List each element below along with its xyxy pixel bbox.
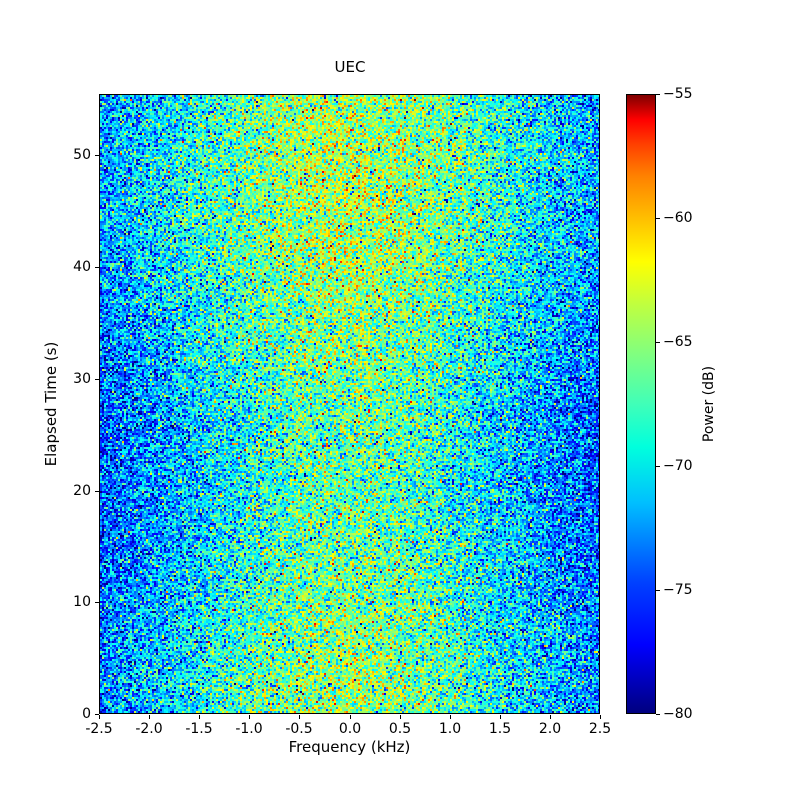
y-axis-tick-mark <box>95 714 99 715</box>
x-axis-tick-label: 0.0 <box>338 721 362 737</box>
x-axis-tick-label: -0.5 <box>285 721 313 737</box>
x-axis-tick-mark <box>450 715 451 719</box>
x-axis-tick-label: 2.5 <box>588 721 612 737</box>
y-axis-tick-label: 30 <box>73 371 91 387</box>
x-axis-tick-mark <box>149 715 150 719</box>
x-axis-tick-mark <box>550 715 551 719</box>
x-axis-tick-mark <box>299 715 300 719</box>
y-axis-label-wrapper: Elapsed Time (s) <box>42 94 60 714</box>
x-axis-tick-label: -2.0 <box>135 721 163 737</box>
x-axis-label: Frequency (kHz) <box>288 738 411 756</box>
x-axis-tick-mark <box>249 715 250 719</box>
spectrogram-image <box>100 95 599 713</box>
x-axis-tick-label: -1.5 <box>185 721 213 737</box>
colorbar-tick-label: −60 <box>663 210 693 226</box>
x-axis-tick-label: 2.0 <box>538 721 562 737</box>
y-axis-tick-mark <box>95 155 99 156</box>
colorbar-tick-mark <box>656 94 660 95</box>
x-axis-tick-label: 1.0 <box>438 721 462 737</box>
spectrogram-plot-area[interactable] <box>99 94 600 714</box>
y-axis-tick-label: 50 <box>73 147 91 163</box>
colorbar-tick-mark <box>656 218 660 219</box>
colorbar-tick-label: −75 <box>663 582 693 598</box>
colorbar[interactable] <box>626 94 656 714</box>
y-axis-tick-label: 20 <box>73 483 91 499</box>
x-axis-tick-label: -2.5 <box>85 721 113 737</box>
title-line-station: UEC <box>334 58 366 76</box>
y-axis-tick-label: 0 <box>82 706 91 722</box>
colorbar-tick-label: −55 <box>663 86 693 102</box>
y-axis-tick-mark <box>95 491 99 492</box>
y-axis-tick-label: 40 <box>73 259 91 275</box>
y-axis-tick-mark <box>95 602 99 603</box>
colorbar-tick-label: −70 <box>663 458 693 474</box>
y-axis-tick-mark <box>95 267 99 268</box>
colorbar-tick-mark <box>656 342 660 343</box>
colorbar-tick-mark <box>656 590 660 591</box>
x-axis-tick-mark <box>500 715 501 719</box>
y-axis-tick-label: 10 <box>73 594 91 610</box>
x-axis-tick-label: 1.5 <box>488 721 512 737</box>
x-axis-tick-mark <box>199 715 200 719</box>
colorbar-label-wrapper: Power (dB) <box>700 94 718 714</box>
colorbar-tick-label: −65 <box>663 334 693 350</box>
colorbar-tick-mark <box>656 714 660 715</box>
y-axis-label: Elapsed Time (s) <box>42 341 60 467</box>
y-axis-tick-mark <box>95 379 99 380</box>
colorbar-tick-mark <box>656 466 660 467</box>
x-axis-tick-label: -1.0 <box>235 721 263 737</box>
x-axis-tick-mark <box>350 715 351 719</box>
x-axis-tick-mark <box>600 715 601 719</box>
x-axis-tick-mark <box>400 715 401 719</box>
x-axis-tick-mark <box>99 715 100 719</box>
colorbar-tick-label: −80 <box>663 706 693 722</box>
x-axis-tick-label: 0.5 <box>388 721 412 737</box>
colorbar-label: Power (dB) <box>701 365 717 443</box>
